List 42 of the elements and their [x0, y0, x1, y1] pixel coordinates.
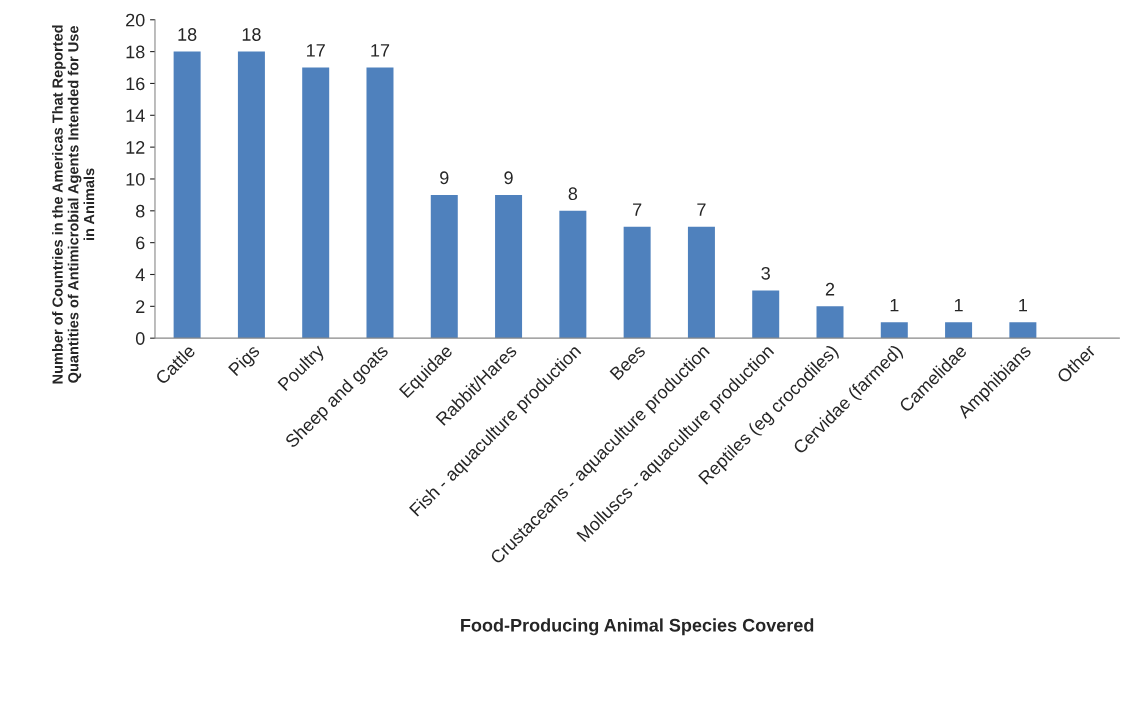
y-tick-label: 6 — [136, 236, 145, 250]
bar — [495, 194, 523, 339]
data-label: 1 — [1019, 298, 1028, 312]
data-label: 7 — [633, 203, 642, 216]
bar — [237, 51, 265, 339]
data-label: 17 — [307, 44, 325, 57]
data-label: 18 — [178, 28, 197, 41]
y-tick-label: 4 — [135, 268, 145, 282]
data-label: 3 — [761, 266, 770, 280]
y-axis-title: Number of Countries in the Americas That Reported Quantities of Antimicrobial Agents Intended for Use in Animals — [52, 25, 95, 384]
x-axis-title: Food-Producing Animal Species Covered — [461, 618, 814, 636]
data-label: 1 — [954, 298, 963, 312]
bar — [173, 51, 201, 339]
y-tick-label: 14 — [126, 109, 145, 122]
y-tick-label: 10 — [126, 172, 145, 186]
bar — [623, 226, 651, 339]
data-label: 1 — [890, 298, 899, 312]
data-label: 18 — [242, 28, 261, 41]
y-tick-label: 8 — [136, 204, 145, 218]
data-label: 9 — [440, 171, 449, 185]
data-label: 7 — [697, 203, 706, 216]
bar — [687, 226, 715, 339]
bar — [816, 306, 844, 339]
y-tick-label: 12 — [126, 141, 145, 154]
y-tick-label: 0 — [135, 332, 145, 345]
bar — [752, 290, 780, 339]
bar — [559, 210, 587, 339]
bar — [366, 67, 394, 339]
bar — [302, 67, 330, 339]
bar — [1009, 322, 1037, 339]
data-label: 9 — [504, 171, 513, 185]
y-tick-label: 2 — [136, 300, 145, 313]
data-label: 17 — [371, 44, 390, 57]
y-tick-label: 20 — [126, 13, 145, 27]
data-label: 2 — [825, 282, 835, 296]
y-tick-label: 16 — [126, 77, 145, 91]
data-label: 8 — [568, 187, 578, 201]
bar — [945, 322, 973, 339]
bar — [880, 322, 908, 339]
y-tick-label: 18 — [126, 45, 145, 59]
bar — [430, 194, 458, 339]
x-tick-label: Pigs — [227, 343, 263, 379]
